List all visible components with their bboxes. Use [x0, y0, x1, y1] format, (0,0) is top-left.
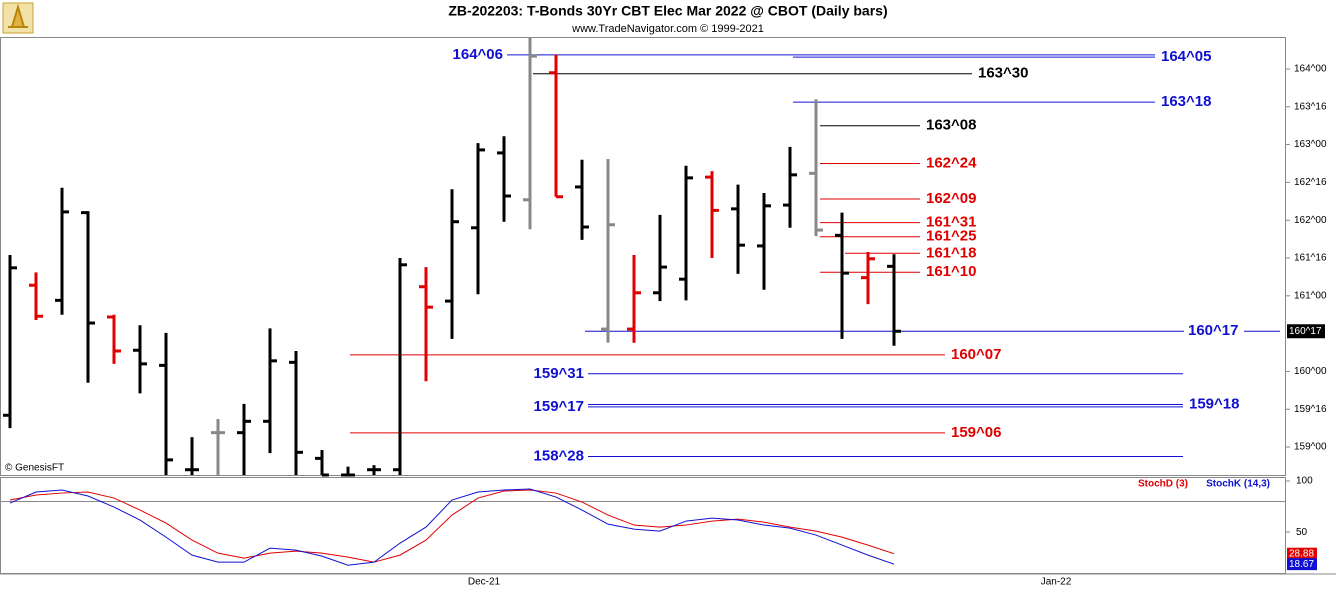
- y-tick-label: 164^00: [1294, 64, 1327, 75]
- level-label: 162^09: [926, 190, 976, 207]
- level-label: 162^24: [926, 154, 977, 171]
- value-label: 28.88: [1289, 548, 1314, 559]
- level-label: 163^08: [926, 117, 976, 134]
- y-tick-label: 162^16: [1294, 177, 1327, 188]
- y-tick-label: 159^00: [1294, 442, 1327, 453]
- y-tick-label: 50: [1296, 527, 1308, 538]
- subtitle: www.TradeNavigator.com © 1999-2021: [571, 23, 764, 35]
- legend-entry: StochK (14,3): [1206, 479, 1270, 490]
- last-price-box: [1287, 324, 1325, 339]
- y-tick-label: 159^16: [1294, 404, 1327, 415]
- y-tick-label: 163^16: [1294, 101, 1327, 112]
- level-label: 161^10: [926, 263, 976, 280]
- level-label: 164^06: [453, 46, 503, 63]
- level-label: 159^18: [1189, 395, 1239, 412]
- level-label: 159^06: [951, 424, 1001, 441]
- level-label: 160^17: [1188, 322, 1238, 339]
- stoch-line: [9, 489, 895, 563]
- level-label: 159^31: [534, 365, 584, 382]
- value-box: [1287, 558, 1317, 571]
- level-label: 164^05: [1161, 48, 1211, 65]
- level-label: 163^18: [1161, 93, 1211, 110]
- last-price-label: 160^17: [1289, 326, 1322, 337]
- y-tick-label: 100: [1296, 476, 1313, 487]
- y-tick-label: 163^00: [1294, 139, 1327, 150]
- annotation: © GenesisFT: [5, 463, 64, 474]
- x-tick-label: Dec-21: [468, 577, 501, 588]
- price-frame: [0, 37, 1286, 476]
- value-box: [1287, 547, 1317, 560]
- y-tick-label: 161^00: [1294, 290, 1327, 301]
- level-label: 161^18: [926, 244, 976, 261]
- stoch-line: [9, 488, 895, 566]
- x-tick-label: Jan-22: [1041, 577, 1072, 588]
- legend-entry: StochD (3): [1138, 479, 1188, 490]
- y-tick-label: 162^00: [1294, 215, 1327, 226]
- level-label: 163^30: [978, 65, 1028, 82]
- y-tick-label: 161^16: [1294, 253, 1327, 264]
- level-label: 160^07: [951, 346, 1001, 363]
- level-label: 161^25: [926, 228, 976, 245]
- chart-title: ZB-202203: T-Bonds 30Yr CBT Elec Mar 202…: [448, 3, 887, 19]
- level-label: 158^28: [534, 447, 584, 464]
- level-label: 159^17: [534, 398, 584, 415]
- label-bg: [1184, 322, 1244, 341]
- logo: [2, 2, 34, 34]
- y-tick-label: 160^00: [1294, 366, 1327, 377]
- value-label: 18.67: [1289, 559, 1314, 570]
- level-label: 161^31: [926, 214, 976, 231]
